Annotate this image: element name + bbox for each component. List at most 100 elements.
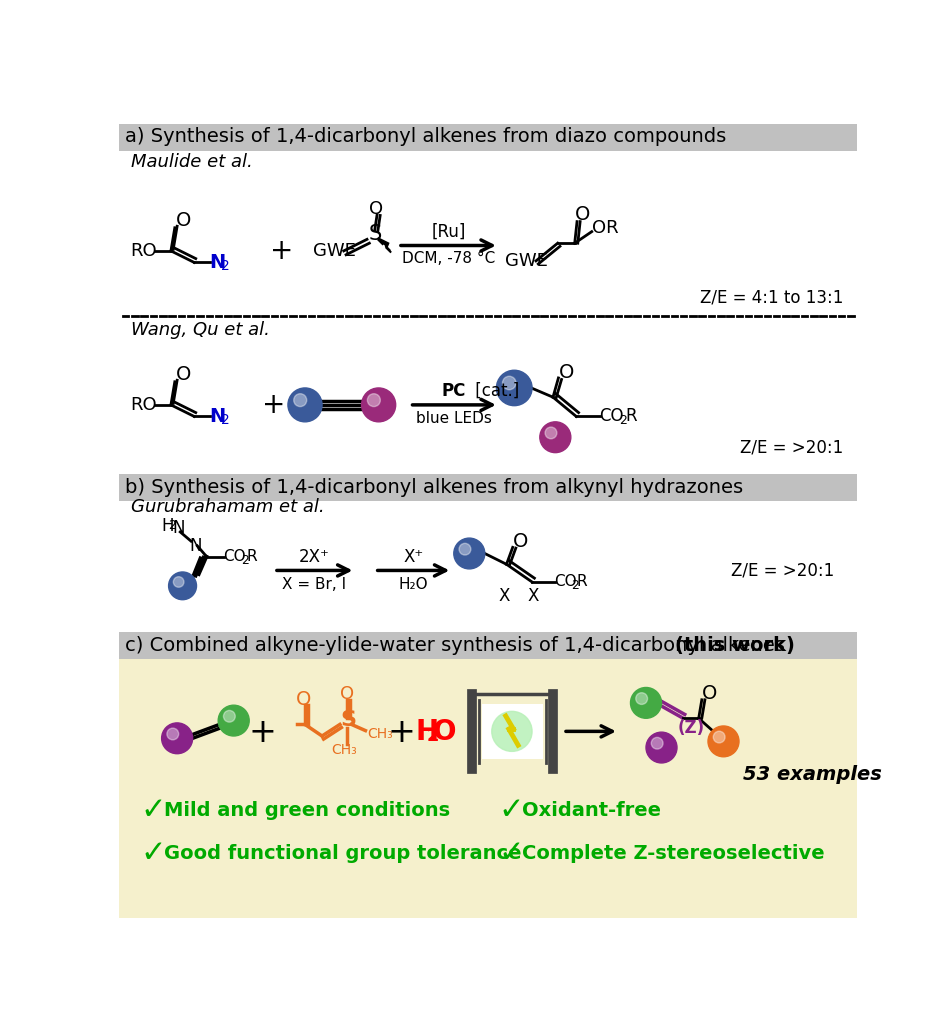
Text: ✓: ✓ bbox=[499, 839, 525, 868]
Circle shape bbox=[503, 377, 516, 390]
Text: Maulide et al.: Maulide et al. bbox=[130, 154, 252, 171]
Text: O: O bbox=[369, 200, 384, 219]
Text: O: O bbox=[702, 684, 717, 703]
Text: ✓: ✓ bbox=[499, 796, 525, 826]
Polygon shape bbox=[378, 237, 388, 247]
Circle shape bbox=[545, 427, 557, 439]
Text: X: X bbox=[527, 587, 539, 605]
Text: blue LEDs: blue LEDs bbox=[416, 411, 492, 426]
Text: N: N bbox=[209, 253, 226, 272]
Text: 2: 2 bbox=[426, 727, 439, 745]
Text: O: O bbox=[433, 718, 456, 746]
Circle shape bbox=[630, 687, 662, 718]
Circle shape bbox=[454, 538, 485, 569]
Text: CH₃: CH₃ bbox=[367, 727, 393, 741]
Text: Z/E = 4:1 to 13:1: Z/E = 4:1 to 13:1 bbox=[701, 288, 843, 307]
Text: X: X bbox=[499, 587, 510, 605]
Text: O: O bbox=[575, 205, 590, 224]
Circle shape bbox=[224, 710, 235, 722]
Circle shape bbox=[540, 422, 571, 453]
Text: O: O bbox=[175, 364, 191, 384]
Circle shape bbox=[636, 692, 647, 705]
Bar bbox=[119, 474, 857, 502]
Text: O: O bbox=[559, 363, 574, 382]
Bar bbox=[119, 124, 857, 151]
Text: a) Synthesis of 1,4-dicarbonyl alkenes from diazo compounds: a) Synthesis of 1,4-dicarbonyl alkenes f… bbox=[126, 127, 726, 147]
Text: 2: 2 bbox=[241, 554, 248, 567]
Text: OR: OR bbox=[592, 219, 619, 236]
Text: R: R bbox=[576, 575, 586, 589]
Text: CO: CO bbox=[555, 575, 577, 589]
Circle shape bbox=[362, 388, 396, 422]
Circle shape bbox=[294, 394, 307, 407]
Bar bbox=[119, 659, 857, 918]
Text: S: S bbox=[368, 224, 382, 244]
Circle shape bbox=[218, 705, 249, 736]
Text: +: + bbox=[270, 237, 293, 265]
Text: H: H bbox=[162, 517, 174, 535]
Text: Oxidant-free: Oxidant-free bbox=[522, 801, 661, 820]
Circle shape bbox=[459, 543, 471, 555]
Text: Wang, Qu et al.: Wang, Qu et al. bbox=[130, 321, 269, 340]
Text: RO: RO bbox=[130, 241, 157, 260]
Text: CH₃: CH₃ bbox=[331, 743, 357, 756]
Text: Mild and green conditions: Mild and green conditions bbox=[164, 801, 450, 820]
Circle shape bbox=[367, 394, 381, 407]
Circle shape bbox=[492, 711, 532, 751]
Circle shape bbox=[167, 729, 179, 740]
Text: CO: CO bbox=[224, 549, 247, 565]
Text: GWE: GWE bbox=[505, 252, 547, 270]
Text: CO: CO bbox=[600, 408, 624, 425]
Text: 2X⁺: 2X⁺ bbox=[299, 548, 329, 566]
Text: (Z): (Z) bbox=[678, 719, 704, 737]
Text: N: N bbox=[209, 407, 226, 426]
Text: O: O bbox=[296, 689, 311, 709]
Text: 2: 2 bbox=[168, 519, 176, 533]
Text: Z/E = >20:1: Z/E = >20:1 bbox=[731, 561, 835, 579]
Text: 2: 2 bbox=[221, 413, 230, 427]
Text: PC: PC bbox=[442, 382, 466, 400]
Text: GWE: GWE bbox=[313, 241, 356, 260]
Circle shape bbox=[173, 577, 184, 587]
Text: RO: RO bbox=[130, 396, 157, 414]
Text: +: + bbox=[387, 715, 416, 748]
Text: O: O bbox=[340, 684, 354, 703]
Text: Complete Z-stereoselective: Complete Z-stereoselective bbox=[522, 844, 824, 864]
Text: H₂O: H₂O bbox=[399, 577, 428, 591]
Text: Z/E = >20:1: Z/E = >20:1 bbox=[741, 439, 843, 456]
Text: ✓: ✓ bbox=[141, 796, 167, 826]
Bar bbox=[482, 704, 543, 760]
Text: +: + bbox=[248, 715, 276, 748]
Text: X = Br, I: X = Br, I bbox=[282, 577, 347, 591]
Text: [cat.]: [cat.] bbox=[470, 382, 520, 400]
Text: X⁺: X⁺ bbox=[404, 548, 424, 566]
Text: 2: 2 bbox=[221, 259, 230, 273]
Text: H: H bbox=[415, 718, 438, 746]
Text: Good functional group tolerance: Good functional group tolerance bbox=[164, 844, 522, 864]
Text: S: S bbox=[340, 710, 356, 730]
Text: b) Synthesis of 1,4-dicarbonyl alkenes from alkynyl hydrazones: b) Synthesis of 1,4-dicarbonyl alkenes f… bbox=[126, 478, 744, 496]
Text: R: R bbox=[625, 408, 638, 425]
Bar bbox=[119, 632, 857, 659]
Text: Gurubrahamam et al.: Gurubrahamam et al. bbox=[130, 498, 325, 516]
Text: O: O bbox=[175, 211, 191, 229]
Text: N: N bbox=[172, 519, 185, 537]
Circle shape bbox=[288, 388, 322, 422]
Text: 53 examples: 53 examples bbox=[744, 765, 883, 784]
Circle shape bbox=[169, 572, 196, 600]
Text: +: + bbox=[263, 391, 286, 419]
Text: O: O bbox=[513, 531, 528, 551]
Circle shape bbox=[713, 732, 725, 743]
Circle shape bbox=[651, 738, 663, 749]
Text: 2: 2 bbox=[571, 579, 579, 592]
Text: ✓: ✓ bbox=[141, 839, 167, 868]
Text: (this work): (this work) bbox=[676, 636, 795, 654]
Text: 2: 2 bbox=[619, 414, 626, 427]
Circle shape bbox=[708, 725, 739, 756]
Text: [Ru]: [Ru] bbox=[431, 223, 466, 240]
Text: N: N bbox=[189, 537, 202, 555]
Text: DCM, -78 °C: DCM, -78 °C bbox=[402, 251, 495, 266]
Circle shape bbox=[496, 370, 532, 406]
Circle shape bbox=[646, 732, 677, 763]
Circle shape bbox=[162, 722, 192, 753]
